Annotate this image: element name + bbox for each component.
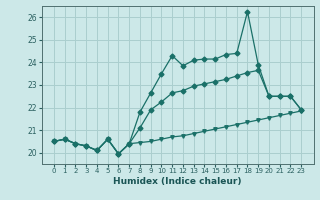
- X-axis label: Humidex (Indice chaleur): Humidex (Indice chaleur): [113, 177, 242, 186]
